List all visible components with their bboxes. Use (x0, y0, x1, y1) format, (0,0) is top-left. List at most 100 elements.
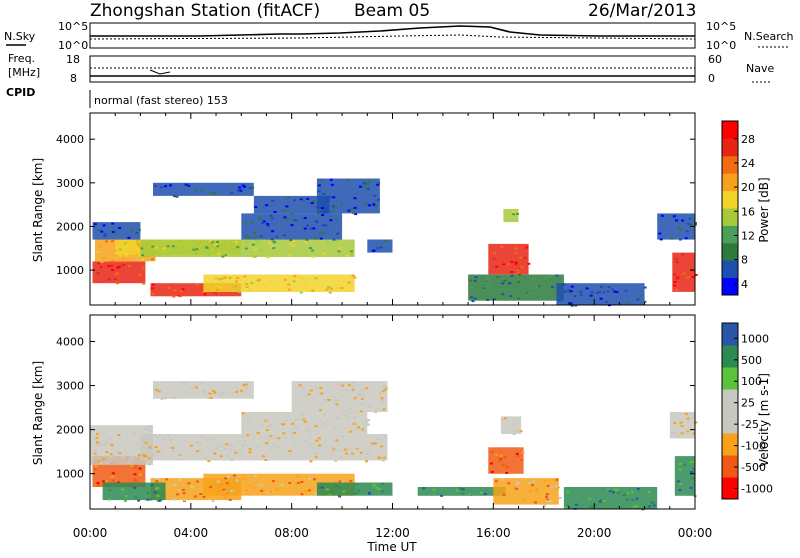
data-speckle (323, 414, 326, 417)
data-speckle (643, 286, 647, 289)
data-speckle (542, 504, 546, 507)
data-speckle (248, 187, 252, 190)
data-speckle (209, 486, 213, 489)
data-speckle (622, 494, 626, 497)
data-speckle (292, 239, 295, 242)
data-speckle (266, 225, 270, 227)
data-speckle (229, 444, 233, 447)
data-speckle (171, 449, 175, 452)
data-speckle (336, 239, 340, 242)
data-speckle (558, 496, 562, 499)
data-speckle (260, 489, 264, 492)
data-speckle (554, 485, 558, 488)
colorbar-swatch (722, 455, 738, 478)
data-speckle (225, 443, 228, 446)
data-speckle (569, 290, 573, 293)
data-speckle (520, 266, 524, 269)
data-speckle (110, 475, 114, 478)
data-speckle (354, 410, 358, 413)
data-speckle (359, 185, 362, 188)
data-speckle (234, 451, 238, 454)
data-speckle (318, 209, 322, 212)
beam-title: Beam 05 (354, 1, 430, 21)
data-speckle (376, 198, 380, 201)
data-speckle (545, 500, 549, 503)
data-speckle (154, 246, 158, 249)
data-speckle (570, 304, 574, 307)
data-speckle (599, 297, 603, 300)
data-speckle (515, 483, 519, 486)
data-speckle (216, 288, 219, 291)
nsky-label: N.Sky (4, 30, 36, 43)
data-speckle (320, 486, 324, 489)
data-speckle (102, 443, 106, 446)
data-speckle (304, 241, 308, 243)
data-speckle (598, 500, 602, 503)
data-speckle (490, 450, 494, 453)
data-speckle (360, 397, 364, 400)
data-speckle (340, 203, 343, 206)
data-speckle (519, 430, 523, 433)
data-speckle (226, 476, 230, 478)
data-speckle (127, 462, 131, 465)
data-speckle (299, 277, 303, 279)
data-speckle (338, 247, 342, 250)
data-speckle (131, 455, 135, 458)
data-speckle (516, 268, 520, 271)
data-speckle (196, 480, 199, 483)
data-speckle (352, 212, 356, 215)
data-speckle (245, 489, 248, 492)
data-speckle (169, 438, 173, 441)
data-speckle (347, 209, 351, 212)
data-speckle (148, 457, 152, 460)
data-speckle (245, 283, 249, 285)
data-speckle (111, 269, 115, 271)
data-speckle (222, 488, 226, 491)
data-speckle (266, 256, 270, 259)
data-speckle (254, 235, 258, 238)
data-speckle (246, 387, 250, 390)
colorbar-tick-label: 20 (741, 181, 755, 194)
data-speckle (528, 292, 532, 295)
data-speckle (331, 454, 335, 457)
data-speckle (165, 478, 169, 481)
data-speckle (321, 224, 325, 227)
data-speckle (635, 505, 639, 508)
data-speckle (282, 209, 286, 212)
data-speckle (351, 274, 355, 277)
data-speckle (212, 390, 216, 392)
power-frame (89, 112, 696, 306)
data-speckle (173, 396, 177, 399)
data-speckle (354, 427, 358, 430)
data-speckle (213, 192, 217, 195)
data-speckle (203, 293, 207, 296)
data-speckle (241, 444, 245, 447)
data-speckle (96, 441, 99, 444)
data-speckle (217, 480, 220, 483)
data-speckle (501, 463, 505, 466)
data-speckle (675, 277, 679, 280)
colorbar-swatch (722, 121, 738, 139)
data-speckle (113, 277, 117, 280)
x-tick-label: 04:00 (174, 526, 209, 540)
data-speckle (631, 499, 635, 502)
data-speckle (517, 281, 521, 284)
data-speckle (183, 382, 187, 385)
data-speckle (265, 442, 268, 445)
data-speckle (259, 235, 263, 238)
data-speckle (172, 295, 176, 298)
data-speckle (153, 491, 157, 494)
data-speckle (312, 227, 316, 230)
data-speckle (351, 388, 355, 391)
data-speckle (685, 230, 689, 233)
data-speckle (694, 421, 698, 424)
data-speckle (156, 499, 160, 502)
data-speckle (545, 498, 549, 501)
data-speckle (516, 454, 520, 457)
data-speckle (318, 419, 322, 422)
data-speckle (309, 460, 313, 463)
power-xticks (89, 113, 696, 305)
data-speckle (550, 486, 554, 488)
data-speckle (651, 502, 655, 505)
data-speckle (178, 295, 182, 298)
